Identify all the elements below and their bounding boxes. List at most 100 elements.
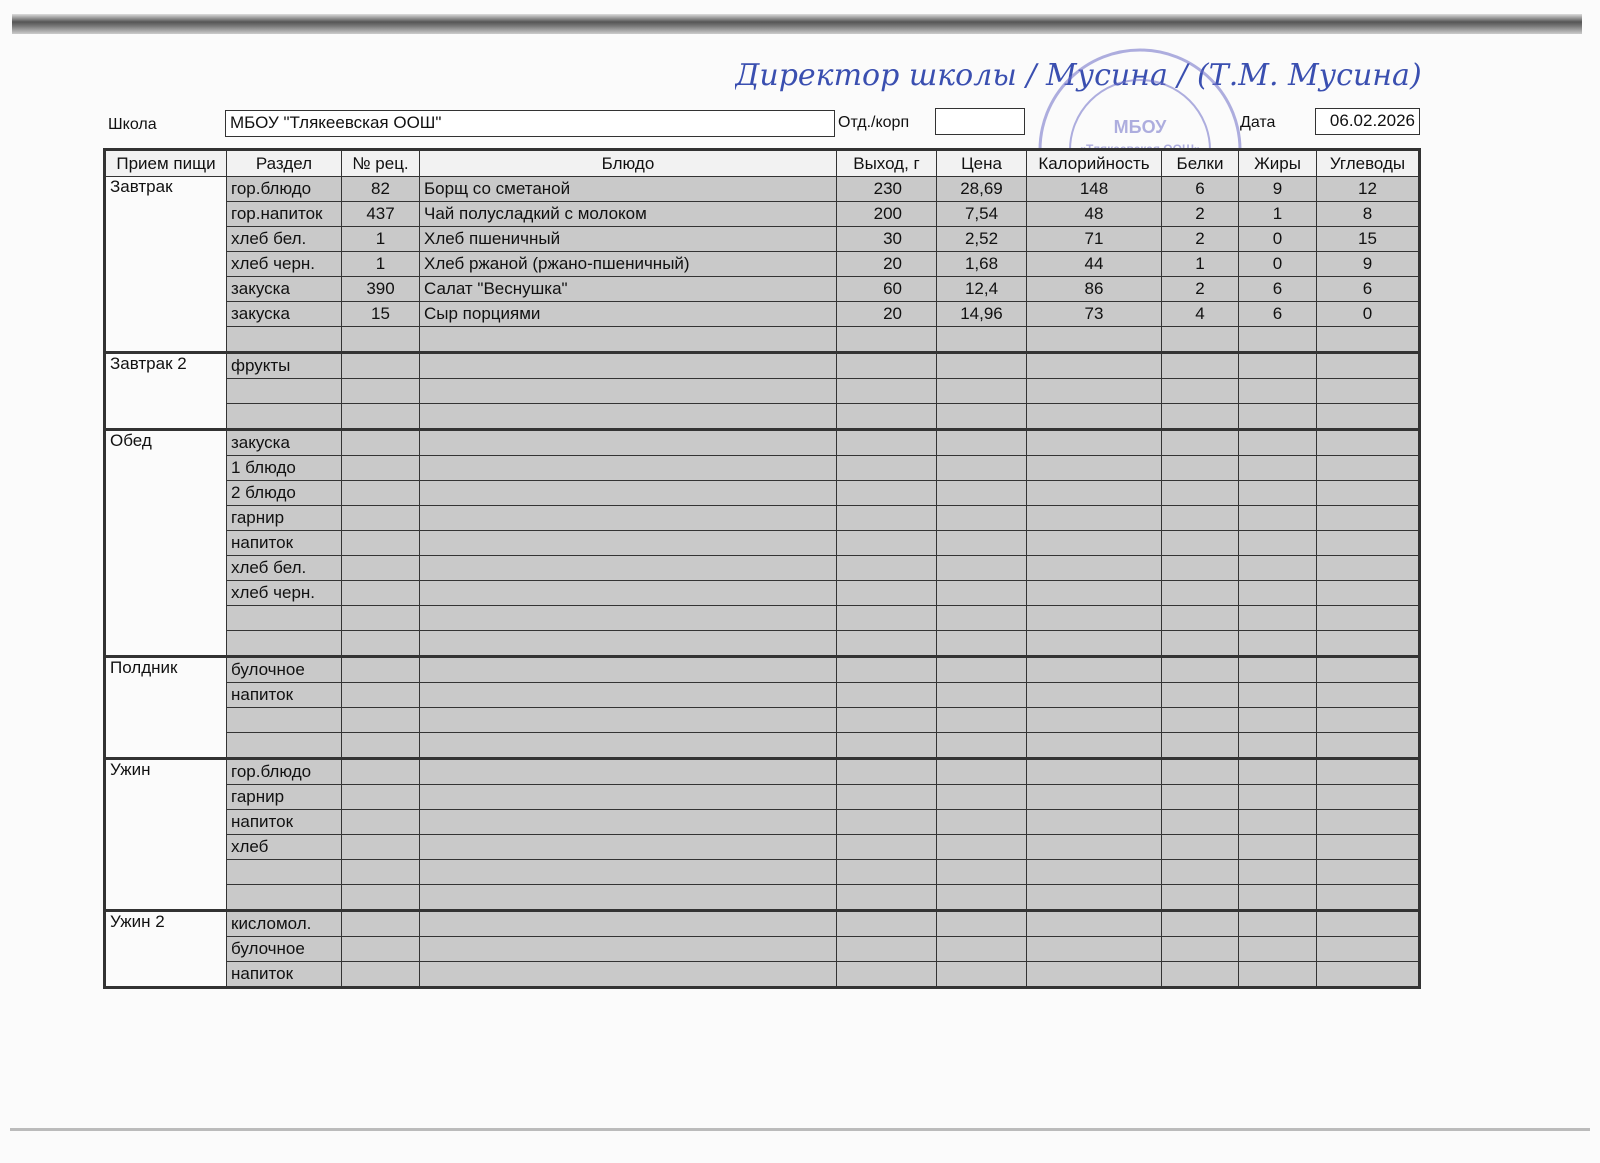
cell-price (936, 834, 1027, 860)
cell-calories (1026, 758, 1162, 785)
column-header: Блюдо (419, 149, 837, 177)
cell-carbs (1316, 656, 1420, 683)
cell-carbs (1316, 630, 1420, 658)
signature-text: Директор школы / Мусина / (Т.М. Мусина) (735, 58, 1422, 93)
meal-name: Ужин 2 (104, 910, 227, 989)
cell-carbs (1316, 605, 1420, 631)
cell-recipe-no (341, 555, 420, 581)
cell-recipe-no (341, 707, 420, 733)
cell-section (226, 884, 342, 912)
cell-dish (419, 809, 837, 835)
cell-section: фрукты (226, 352, 342, 379)
cell-calories (1026, 630, 1162, 658)
cell-price: 28,69 (936, 176, 1027, 202)
cell-recipe-no (341, 630, 420, 658)
cell-dish (419, 580, 837, 606)
cell-protein (1161, 530, 1239, 556)
cell-calories (1026, 784, 1162, 810)
cell-yield (836, 555, 937, 581)
cell-dish (419, 784, 837, 810)
cell-fat: 0 (1238, 251, 1317, 277)
cell-price (936, 732, 1027, 760)
cell-carbs (1316, 480, 1420, 506)
cell-fat (1238, 580, 1317, 606)
cell-recipe-no: 390 (341, 276, 420, 302)
cell-calories (1026, 530, 1162, 556)
cell-price: 1,68 (936, 251, 1027, 277)
cell-carbs (1316, 326, 1420, 354)
cell-section: хлеб бел. (226, 555, 342, 581)
table-row (105, 884, 1420, 912)
cell-dish (419, 403, 837, 431)
cell-dish (419, 961, 837, 989)
table-row: Ужин гор.блюдо (104, 758, 1420, 912)
cell-recipe-no (341, 809, 420, 835)
cell-calories (1026, 555, 1162, 581)
table-row: хлеб бел. (105, 555, 1420, 581)
table-row (105, 403, 1420, 431)
cell-carbs (1316, 580, 1420, 606)
table-row: хлеб бел. 1 Хлеб пшеничный 30 2,52 71 2 0 15 (105, 226, 1420, 252)
cell-calories (1026, 455, 1162, 481)
cell-recipe-no: 1 (341, 226, 420, 252)
cell-carbs (1316, 784, 1420, 810)
cell-dish (419, 480, 837, 506)
meal-name: Ужин (104, 758, 227, 912)
table-row: гарнир (105, 784, 1420, 810)
cell-price: 7,54 (936, 201, 1027, 227)
cell-protein (1161, 429, 1239, 456)
cell-section (226, 605, 342, 631)
cell-carbs (1316, 834, 1420, 860)
cell-price (936, 555, 1027, 581)
cell-calories (1026, 656, 1162, 683)
cell-protein (1161, 758, 1239, 785)
cell-yield (836, 732, 937, 760)
cell-price (936, 352, 1027, 379)
cell-dish (419, 834, 837, 860)
cell-protein (1161, 403, 1239, 431)
cell-carbs: 8 (1316, 201, 1420, 227)
cell-calories: 86 (1026, 276, 1162, 302)
cell-section: гарнир (226, 784, 342, 810)
cell-dish (419, 605, 837, 631)
cell-protein (1161, 859, 1239, 885)
cell-recipe-no (341, 936, 420, 962)
cell-carbs (1316, 961, 1420, 989)
cell-price (936, 455, 1027, 481)
table-row: напиток (105, 809, 1420, 835)
cell-calories: 44 (1026, 251, 1162, 277)
cell-calories (1026, 326, 1162, 354)
cell-protein (1161, 455, 1239, 481)
cell-protein (1161, 732, 1239, 760)
cell-calories (1026, 378, 1162, 404)
cell-dish (419, 530, 837, 556)
cell-fat (1238, 505, 1317, 531)
table-row: 2 блюдо (105, 480, 1420, 506)
cell-protein: 2 (1161, 276, 1239, 302)
cell-recipe-no: 1 (341, 251, 420, 277)
cell-recipe-no (341, 378, 420, 404)
cell-carbs (1316, 530, 1420, 556)
cell-section (226, 859, 342, 885)
table-row: гор.напиток 437 Чай полусладкий с молоком 2… (105, 201, 1420, 227)
cell-yield (836, 784, 937, 810)
table-row: гарнир (105, 505, 1420, 531)
cell-fat (1238, 352, 1317, 379)
cell-price (936, 378, 1027, 404)
table-row: закуска 390 Салат "Веснушка" 60 12,4 86 2 6 6 (105, 276, 1420, 302)
table-row: хлеб черн. (105, 580, 1420, 606)
cell-calories (1026, 605, 1162, 631)
column-header: № рец. (341, 149, 420, 177)
cell-protein (1161, 656, 1239, 683)
cell-price (936, 580, 1027, 606)
cell-price (936, 530, 1027, 556)
cell-price (936, 910, 1027, 937)
cell-dish (419, 352, 837, 379)
cell-fat (1238, 910, 1317, 937)
cell-dish (419, 884, 837, 912)
cell-calories: 148 (1026, 176, 1162, 202)
cell-price (936, 326, 1027, 354)
column-header: Жиры (1238, 149, 1317, 177)
cell-fat: 9 (1238, 176, 1317, 202)
cell-yield (836, 884, 937, 912)
